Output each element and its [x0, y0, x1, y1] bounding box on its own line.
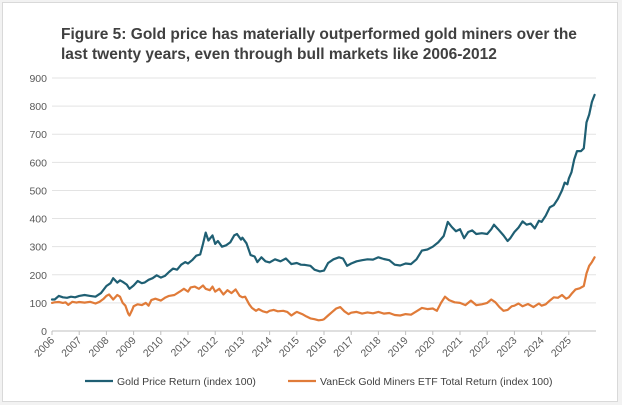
x-tick-label: 2025	[549, 335, 574, 360]
y-tick-label: 200	[29, 270, 47, 282]
x-tick-label: 2019	[386, 335, 411, 360]
series-lines	[50, 93, 596, 322]
x-tick-label: 2020	[413, 335, 438, 360]
x-tick-label: 2018	[359, 335, 384, 360]
x-tick-label: 2010	[141, 335, 166, 360]
y-tick-label: 600	[29, 157, 47, 169]
x-tick-label: 2015	[277, 335, 302, 360]
y-tick-label: 500	[29, 185, 47, 197]
gridlines	[52, 77, 596, 332]
legend-label: VanEck Gold Miners ETF Total Return (ind…	[320, 376, 552, 388]
x-tick-label: 2017	[331, 335, 356, 360]
chart-frame	[2, 2, 618, 402]
x-tick-label: 2014	[250, 335, 275, 360]
legend-label: Gold Price Return (index 100)	[117, 376, 256, 388]
x-axis: 2006 2007 2008 2009 2010 2011 2012 2013 2014 2015…	[32, 331, 574, 360]
x-tick-label: 2009	[114, 335, 139, 360]
series-line-1	[50, 256, 596, 322]
y-tick-label: 0	[41, 326, 47, 338]
x-tick-label: 2016	[304, 335, 329, 360]
y-tick-label: 800	[29, 101, 47, 113]
y-tick-label: 700	[29, 129, 47, 141]
y-tick-label: 100	[29, 298, 47, 310]
y-axis: 0 100 200 300 400 500 600 700 800 900	[29, 73, 47, 338]
x-tick-label: 2021	[440, 335, 465, 360]
x-tick-label: 2022	[467, 335, 492, 360]
chart-title: Figure 5: Gold price has materially outp…	[61, 26, 577, 63]
x-tick-label: 2023	[495, 335, 520, 360]
x-tick-label: 2011	[169, 335, 194, 360]
legend: Gold Price Return (index 100) VanEck Gold…	[85, 376, 552, 388]
x-tick-label: 2007	[59, 335, 84, 360]
x-tick-label: 2008	[87, 335, 112, 360]
y-tick-label: 400	[29, 214, 47, 226]
x-tick-label: 2013	[223, 335, 248, 360]
x-tick-label: 2006	[32, 335, 57, 360]
series-line-0	[50, 93, 596, 301]
x-tick-label: 2012	[195, 335, 220, 360]
x-tick-label: 2024	[522, 335, 547, 360]
y-tick-label: 900	[29, 73, 47, 85]
y-tick-label: 300	[29, 242, 47, 254]
